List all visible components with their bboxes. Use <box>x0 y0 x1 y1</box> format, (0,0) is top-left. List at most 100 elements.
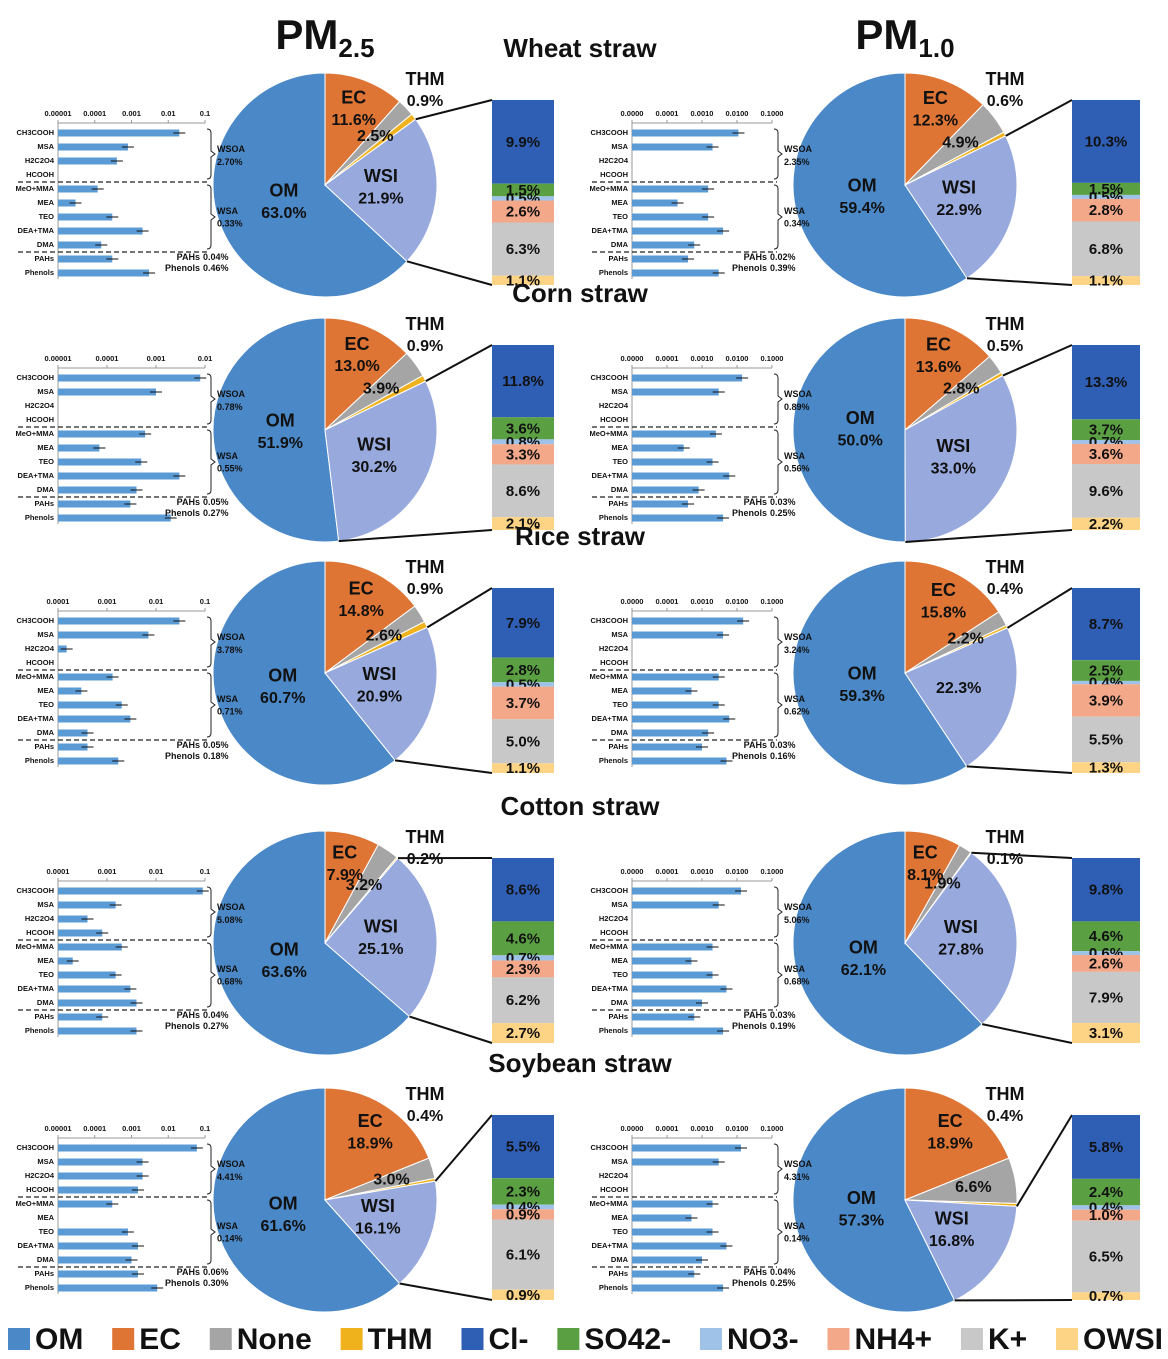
species-bar <box>632 1270 695 1278</box>
x-tick-label: 0.0100 <box>726 1124 749 1133</box>
species-bar <box>632 631 724 639</box>
x-tick-label: 0.0100 <box>726 109 749 118</box>
species-label: MeO+MMA <box>589 1199 628 1208</box>
x-tick-label: 0.1000 <box>761 354 784 363</box>
breakdown-segment <box>1072 443 1140 465</box>
species-label: DEA+TMA <box>592 1241 629 1250</box>
species-label: DMA <box>37 485 55 494</box>
breakdown-segment <box>1072 100 1140 183</box>
group-value: 0.18% <box>203 751 229 761</box>
species-label: HCOOH <box>26 1185 54 1194</box>
species-bar <box>632 715 730 723</box>
x-tick-label: 0.0001 <box>656 1124 679 1133</box>
group-brace <box>773 886 783 938</box>
species-bar <box>58 1270 138 1278</box>
species-bar <box>58 887 203 895</box>
pie-value-label: 30.2% <box>351 459 396 476</box>
species-bar <box>632 486 699 494</box>
pm-header: PM2.5 <box>275 11 374 63</box>
species-label: Phenols <box>599 268 628 277</box>
breakdown-label: 8.6% <box>506 483 540 500</box>
x-tick-label: 0.0000 <box>621 1124 644 1133</box>
species-label: CH3COOH <box>16 1143 54 1152</box>
breakdown-label: 2.3% <box>506 1183 540 1200</box>
pie-value-label: 22.3% <box>936 680 981 697</box>
species-bar <box>58 143 128 151</box>
species-label: DMA <box>611 485 629 494</box>
breakdown-label: 5.0% <box>506 733 540 750</box>
legend-label: NO3- <box>727 1323 799 1356</box>
group-value: 0.16% <box>770 751 796 761</box>
pie-value-label: 14.8% <box>339 603 384 620</box>
species-bar <box>632 1013 695 1021</box>
species-bar <box>58 915 88 923</box>
species-label: DEA+TMA <box>592 226 629 235</box>
species-bar <box>58 943 122 951</box>
species-label: MeO+MMA <box>15 672 54 681</box>
breakdown-segment <box>1072 716 1140 763</box>
group-value: 0.62% <box>784 706 810 716</box>
breakdown-segment <box>1072 858 1140 922</box>
species-bar <box>632 458 713 466</box>
group-value: 0.03% <box>770 740 796 750</box>
species-bar <box>632 1027 724 1035</box>
breakdown-segment <box>1072 1178 1140 1206</box>
group-brace <box>773 942 783 1008</box>
species-bar <box>58 901 116 909</box>
connector <box>409 1015 493 1044</box>
pm-sub: 1.0 <box>918 33 954 63</box>
breakdown-label: 1.0% <box>1089 1207 1123 1224</box>
group-name: WSOA <box>217 1159 245 1169</box>
breakdown-segment <box>1072 1292 1140 1300</box>
breakdown-segment <box>492 858 554 922</box>
pie-value-label: 3.2% <box>346 877 382 894</box>
x-tick-label: 0.0001 <box>656 597 679 606</box>
group-name: PAHs <box>744 1267 767 1277</box>
group-brace <box>773 184 783 250</box>
group-brace <box>773 429 783 495</box>
pie-value-label: 13.6% <box>916 359 961 376</box>
group-value: 0.25% <box>770 508 796 518</box>
species-label: DMA <box>611 998 629 1007</box>
pie-label: WSI <box>364 166 398 186</box>
breakdown-label: 2.6% <box>1089 955 1123 972</box>
species-label: PAHs <box>35 499 54 508</box>
group-name: PAHs <box>177 1010 200 1020</box>
species-label: HCOOH <box>26 658 54 667</box>
group-value: 0.78% <box>217 402 243 412</box>
pie-slice <box>904 1087 1010 1201</box>
pie-slice <box>904 374 1018 543</box>
species-bar <box>632 269 719 277</box>
breakdown-label: 9.6% <box>1089 483 1123 500</box>
species-label: MSA <box>611 1157 628 1166</box>
breakdown-label: 2.7% <box>506 1025 540 1042</box>
species-bar <box>58 514 171 522</box>
species-label: MeO+MMA <box>589 429 628 438</box>
species-bar <box>632 743 702 751</box>
species-bar <box>58 157 117 165</box>
pie-label: THM <box>986 314 1025 334</box>
x-tick-label: 0.0001 <box>656 109 679 118</box>
species-label: DEA+TMA <box>592 714 629 723</box>
species-label: MSA <box>611 900 628 909</box>
pm-main: PM <box>855 11 918 58</box>
group-value: 0.56% <box>784 463 810 473</box>
species-label: PAHs <box>609 499 628 508</box>
group-value: 2.35% <box>784 157 810 167</box>
x-tick-label: 0.0010 <box>691 867 714 876</box>
pie-slice <box>324 118 438 263</box>
breakdown-segment <box>1072 951 1140 956</box>
species-bar <box>58 1013 103 1021</box>
pie-value-label: 0.9% <box>407 338 443 355</box>
legend-label: NH4+ <box>855 1323 933 1356</box>
row-title: Corn straw <box>512 278 649 308</box>
legend-label: THM <box>368 1323 433 1356</box>
pie-label: THM <box>406 557 445 577</box>
species-label: HCOOH <box>600 415 628 424</box>
species-bar <box>58 673 113 681</box>
group-name: Phenols <box>165 508 200 518</box>
species-bar <box>632 444 684 452</box>
species-label: TEO <box>39 212 55 221</box>
group-brace <box>773 672 783 738</box>
